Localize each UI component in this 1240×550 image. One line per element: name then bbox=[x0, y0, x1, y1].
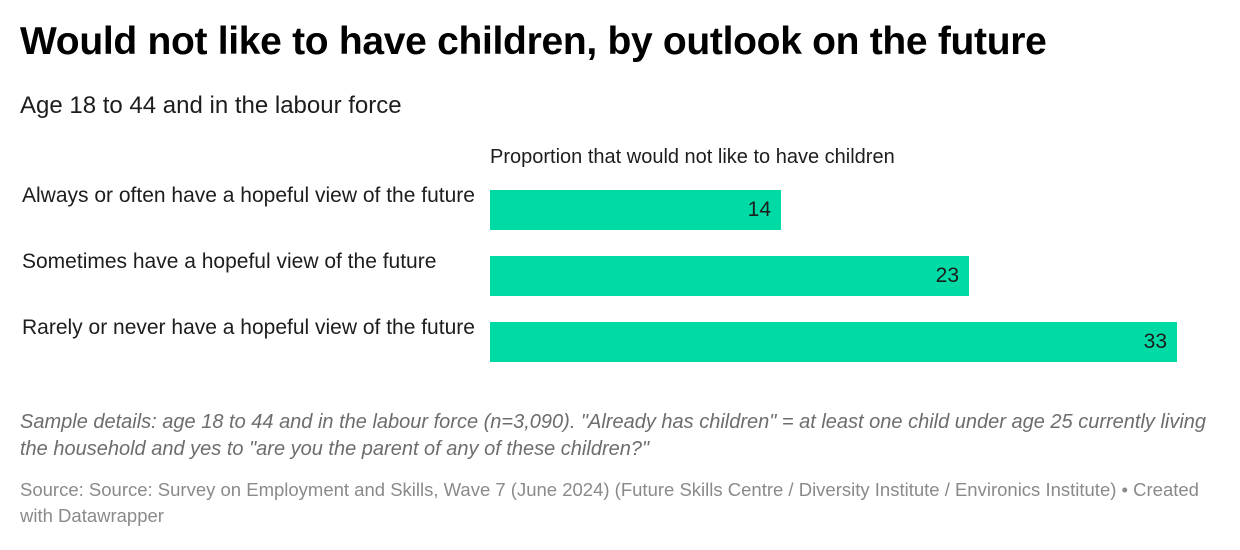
column-header: Proportion that would not like to have c… bbox=[490, 146, 895, 168]
category-label: Rarely or never have a hopeful view of t… bbox=[22, 316, 475, 339]
bar-value-label: 23 bbox=[935, 264, 959, 287]
chart-title: Would not like to have children, by outl… bbox=[20, 20, 1047, 63]
bar bbox=[490, 256, 969, 296]
sample-notes: Sample details: age 18 to 44 and in the … bbox=[20, 411, 1207, 460]
bar bbox=[490, 190, 781, 230]
bar bbox=[490, 322, 1177, 362]
category-label: Always or often have a hopeful view of t… bbox=[22, 184, 475, 207]
chart-subtitle: Age 18 to 44 and in the labour force bbox=[20, 92, 402, 119]
category-label: Sometimes have a hopeful view of the fut… bbox=[22, 250, 437, 273]
source-credit: Source: Source: Survey on Employment and… bbox=[20, 479, 1199, 526]
bar-value-label: 14 bbox=[747, 198, 771, 221]
bar-value-label: 33 bbox=[1143, 330, 1167, 353]
